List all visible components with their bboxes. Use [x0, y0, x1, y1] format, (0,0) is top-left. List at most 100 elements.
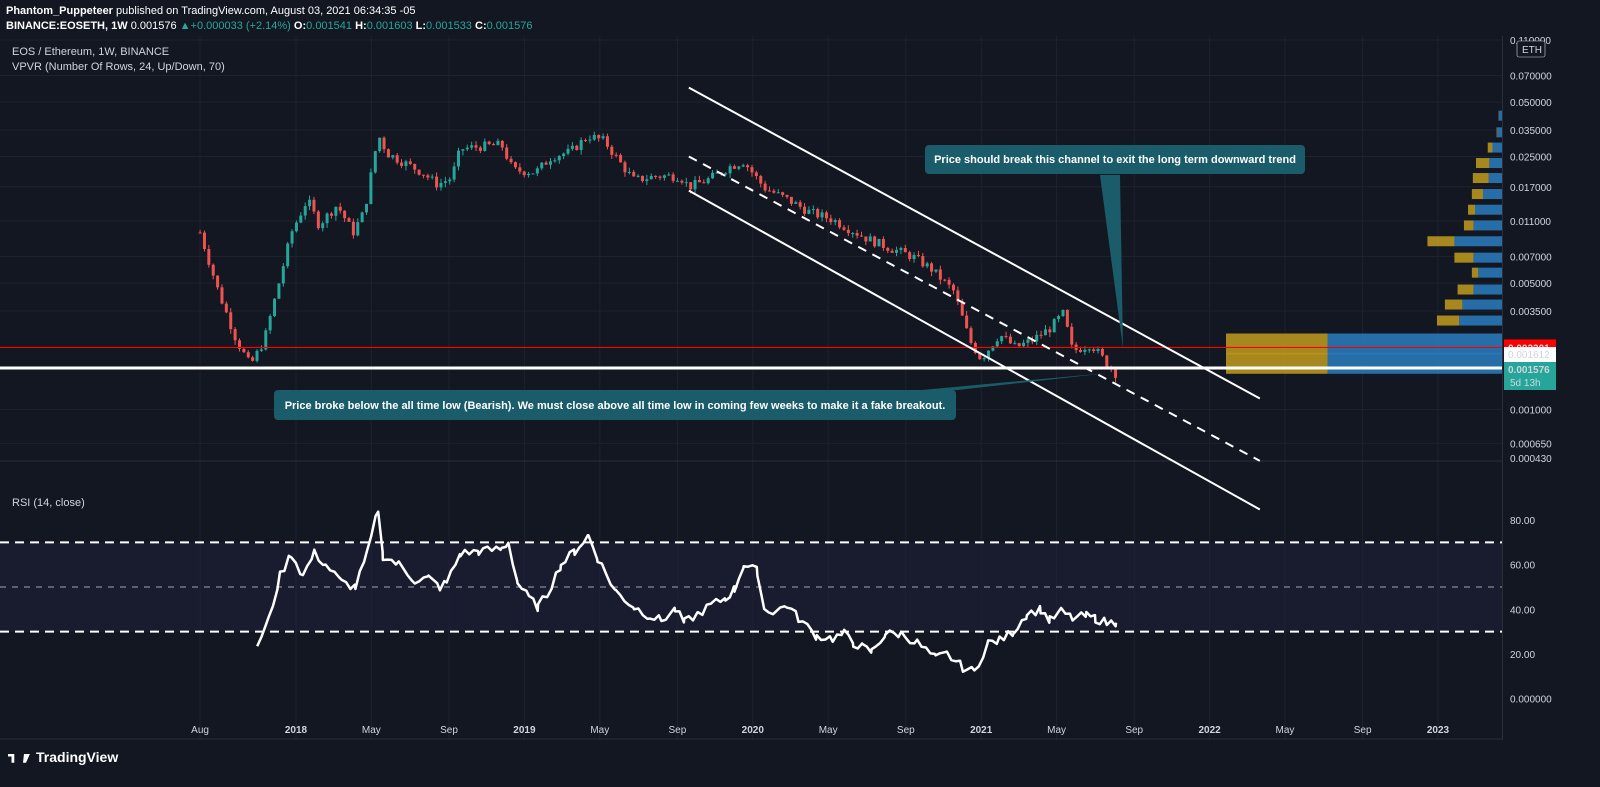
- candle-down: [614, 154, 618, 156]
- time-tick-label: 2018: [285, 725, 308, 736]
- currency-badge[interactable]: [1516, 40, 1546, 58]
- channel-upper-line[interactable]: [688, 86, 1261, 400]
- time-tick-label: 2020: [742, 725, 765, 736]
- candle-down: [1100, 348, 1104, 356]
- candle-down: [229, 312, 233, 330]
- candle-down: [597, 135, 601, 139]
- candle-down: [768, 190, 772, 192]
- time-tick-label: 2022: [1198, 725, 1221, 736]
- candle-down: [838, 220, 842, 228]
- open-value: 0.001541: [306, 20, 353, 32]
- chart-canvas[interactable]: Price should break this channel to exit …: [0, 36, 1600, 740]
- candle-down: [220, 287, 224, 304]
- candle-up: [627, 171, 631, 173]
- candle-up: [807, 209, 811, 214]
- candle-down: [960, 301, 964, 316]
- candle-down: [224, 303, 228, 313]
- price-tick-label: 0.000430: [1510, 454, 1552, 465]
- chart-title: EOS / Ethereum, 1W, BINANCE: [12, 46, 169, 58]
- candle-up: [365, 203, 369, 213]
- volume-profile-up-bar: [1459, 315, 1502, 326]
- candle-down: [921, 256, 925, 267]
- candle-down: [513, 162, 517, 168]
- candle-up: [255, 350, 259, 361]
- price-tick-label: 0.025000: [1510, 152, 1552, 163]
- rsi-tick-label: 40.00: [1510, 605, 1535, 616]
- candle-up: [294, 222, 298, 232]
- candle-down: [789, 196, 793, 204]
- candle-up: [899, 248, 903, 250]
- candle-down: [781, 192, 785, 195]
- price-levels: [0, 346, 1502, 370]
- volume-profile-up-bar: [1327, 352, 1502, 374]
- time-tick-label: 2023: [1427, 725, 1450, 736]
- price-axis[interactable]: 0.1100000.0700000.0500000.0350000.025000…: [1503, 36, 1600, 740]
- change-up-icon: ▲: [179, 20, 191, 32]
- candle-down: [500, 140, 504, 148]
- candle-down: [505, 147, 509, 159]
- channel-middle-line[interactable]: [688, 155, 1261, 462]
- price-tick-label: 0.035000: [1510, 126, 1552, 137]
- candle-up: [443, 181, 447, 183]
- candle-down: [759, 176, 763, 184]
- time-axis[interactable]: Aug 2018 May Sep 2019 May Sep 2020 May Sep 2021 May…: [191, 725, 1449, 736]
- candle-down: [763, 183, 767, 191]
- candle-up: [470, 145, 474, 148]
- footer: TradingView: [0, 740, 1600, 787]
- candle-up: [912, 255, 916, 259]
- candle-up: [448, 179, 452, 182]
- candle-up: [1087, 349, 1091, 351]
- candle-down: [478, 147, 482, 151]
- candle-down: [654, 175, 658, 177]
- currency-label: ETH: [1522, 45, 1542, 56]
- rsi-tick-label: 0.000000: [1510, 695, 1552, 706]
- candle-down: [351, 221, 355, 236]
- candle-down: [978, 353, 982, 360]
- candle-down: [605, 136, 609, 147]
- author-name[interactable]: Phantom_Puppeteer: [6, 5, 113, 17]
- volume-profile-down-bar: [1463, 220, 1474, 231]
- candle-up: [987, 350, 991, 359]
- candle-up: [995, 341, 999, 347]
- time-tick-label: 2019: [513, 725, 536, 736]
- candle-down: [435, 176, 439, 188]
- candle-up: [264, 330, 268, 350]
- time-tick-label: Sep: [669, 725, 687, 736]
- candle-up: [535, 168, 539, 174]
- rsi-pane: [0, 510, 1502, 673]
- candle-up: [439, 182, 443, 188]
- rsi-tick-label: 80.00: [1510, 516, 1535, 527]
- volume-profile-up-bar: [1488, 173, 1502, 184]
- candle-up: [273, 298, 277, 317]
- candle-up: [373, 151, 377, 173]
- low-value: 0.001533: [426, 20, 472, 32]
- last-price-tag: [1504, 362, 1556, 390]
- channel-lower-line[interactable]: [688, 189, 1261, 511]
- callout-pointer: [900, 373, 1108, 392]
- volume-profile-up-bar: [1489, 158, 1502, 169]
- symbol-label: BINANCE:EOSETH, 1W: [6, 20, 128, 32]
- candle-up: [741, 165, 745, 167]
- candle-down: [509, 158, 513, 163]
- price-change: +0.000033 (+2.14%): [190, 20, 291, 32]
- callout-pointer: [1100, 175, 1123, 349]
- candle-up: [557, 156, 561, 161]
- candle-up: [811, 209, 815, 211]
- candle-down: [216, 275, 220, 288]
- candle-up: [1061, 309, 1065, 316]
- candle-down: [338, 206, 342, 211]
- time-tick-label: Sep: [440, 725, 458, 736]
- candle-up: [1022, 342, 1026, 347]
- candle-up: [645, 179, 649, 182]
- candle-up: [281, 266, 285, 284]
- open-label: O:: [293, 20, 307, 32]
- candle-down: [938, 269, 942, 280]
- candle-down: [785, 194, 789, 197]
- candle-down: [903, 248, 907, 253]
- volume-profile-down-bar: [1226, 333, 1328, 355]
- tradingview-logo[interactable]: TradingView: [8, 749, 118, 765]
- volume-profile-down-bar: [1457, 284, 1474, 295]
- candle-up: [290, 231, 294, 244]
- candle-down: [237, 340, 241, 349]
- last-price: 0.001576: [130, 20, 177, 32]
